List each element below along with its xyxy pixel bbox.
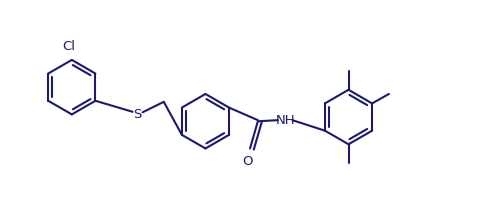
Text: NH: NH <box>276 114 295 127</box>
Text: O: O <box>242 155 252 168</box>
Text: Cl: Cl <box>62 40 76 53</box>
Text: S: S <box>133 108 141 122</box>
